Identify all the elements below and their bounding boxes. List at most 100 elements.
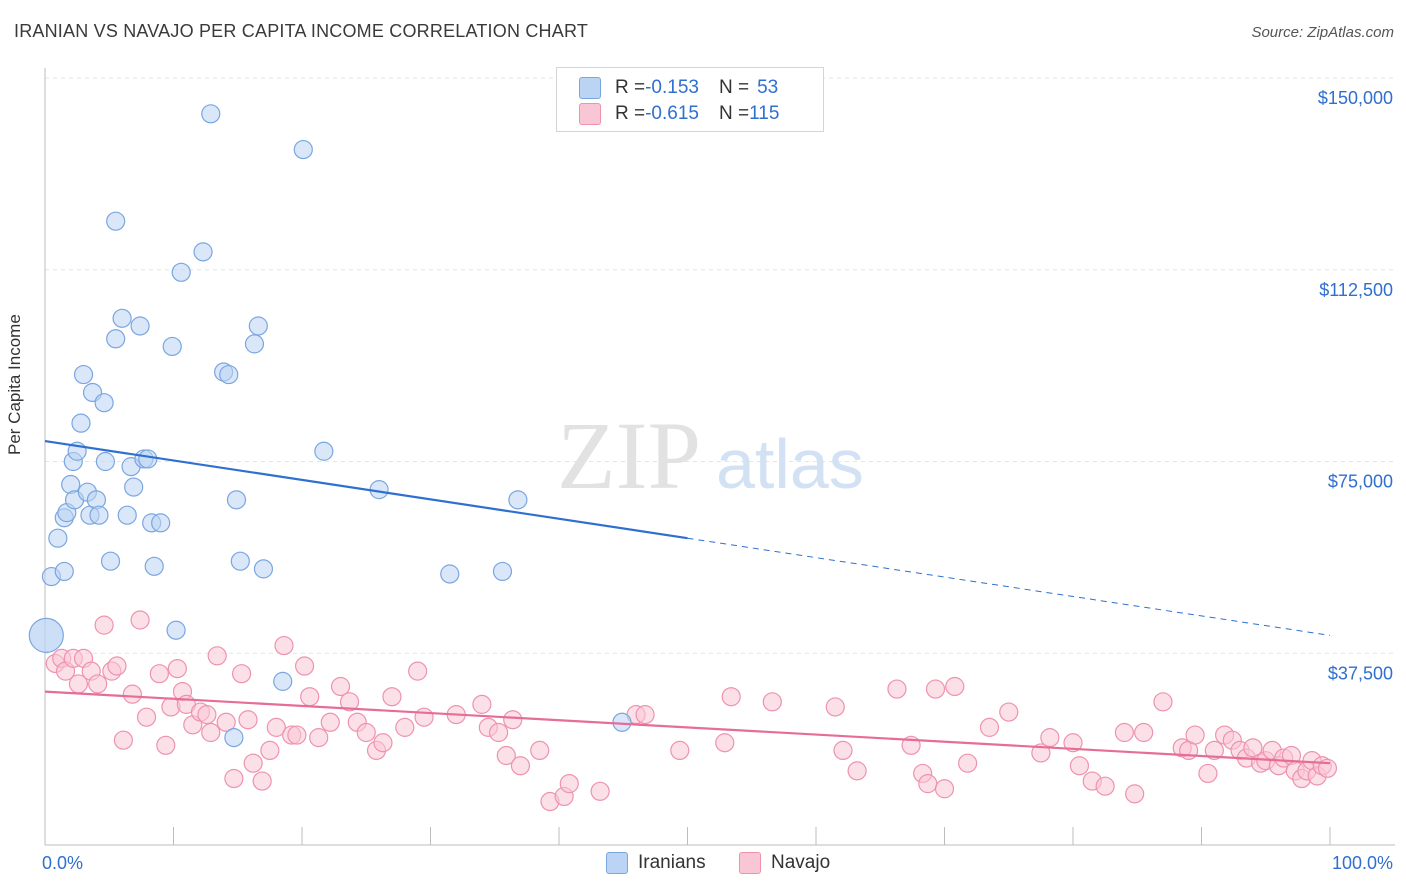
navajo-point <box>382 687 402 707</box>
navajo-point <box>1134 722 1154 743</box>
navajo-point <box>1204 740 1224 761</box>
iranian-point <box>144 556 164 576</box>
iranian-point <box>171 262 191 282</box>
iranian-point <box>492 561 513 582</box>
iranian-point <box>151 513 171 533</box>
navajo-point <box>1063 733 1083 753</box>
chart-title: IRANIAN VS NAVAJO PER CAPITA INCOME CORR… <box>14 21 589 41</box>
navajo-point <box>958 753 978 773</box>
navajo-point <box>503 710 523 730</box>
navajo-point <box>472 694 492 714</box>
iranian-point <box>508 490 528 510</box>
navajo-point <box>266 717 286 737</box>
navajo-point <box>945 676 965 697</box>
navajo-point <box>356 722 376 743</box>
iranians-trend-extension <box>687 537 1331 636</box>
iranian-point <box>293 139 313 160</box>
navajo-point <box>373 733 393 753</box>
iranian-point <box>117 505 137 525</box>
x-tick-label: 100.0% <box>1332 853 1393 873</box>
navajo-point <box>1114 722 1135 743</box>
navajo-point <box>635 705 655 725</box>
navajo-point <box>197 705 217 725</box>
navajo-point <box>224 768 244 789</box>
iranian-point <box>248 316 268 336</box>
navajo-point <box>925 679 946 699</box>
navajo-point <box>1125 784 1145 804</box>
series-legend: Iranians Navajo <box>0 852 1406 878</box>
navajo-point <box>999 702 1019 722</box>
navajo-point <box>330 676 351 697</box>
navajo-point <box>232 664 252 684</box>
iranian-point <box>314 441 334 461</box>
navajo-point <box>670 740 690 761</box>
iranian-point <box>219 364 239 385</box>
navajo-point <box>113 730 133 750</box>
tick-labels: $37,500 $75,000 $112,500 $150,000 0.0% 100.0% <box>42 88 1393 873</box>
navajo-point <box>1243 738 1263 758</box>
navajo-point <box>395 717 415 737</box>
axes <box>44 68 1395 846</box>
navajo-point <box>847 761 867 781</box>
n-label: N = <box>718 77 750 98</box>
navajo-point <box>590 781 610 801</box>
iranian-point <box>106 211 126 231</box>
iranians-swatch <box>579 77 601 99</box>
iranian-point <box>28 617 64 653</box>
navajo-point <box>238 710 258 730</box>
navajo-point <box>156 735 176 755</box>
iranian-point <box>193 242 213 262</box>
iranian-point <box>226 490 247 510</box>
iranian-point <box>89 505 109 525</box>
navajo-point <box>918 774 938 794</box>
legend-label-iranians: Iranians <box>638 852 706 873</box>
navajo-point <box>201 722 221 743</box>
navajo-point <box>300 687 320 707</box>
navajo-point <box>934 779 955 799</box>
y-tick-label: $150,000 <box>1318 88 1393 108</box>
navajo-point <box>1031 743 1051 763</box>
navajo-point <box>530 740 550 761</box>
correlation-legend: R = -0.153 N = 53 R = -0.615 N = 115 <box>556 67 824 132</box>
iranian-point <box>201 104 221 124</box>
navajo-point <box>320 712 340 732</box>
navajo-point <box>339 692 360 712</box>
navajo-swatch <box>579 103 601 125</box>
iranian-point <box>94 393 114 413</box>
navajo-point <box>721 687 741 707</box>
navajo-point <box>252 771 272 791</box>
legend-item-navajo[interactable]: Navajo <box>739 852 830 874</box>
watermark: ZIP atlas <box>557 402 864 509</box>
navajo-point <box>216 712 236 732</box>
iranian-point <box>95 451 115 472</box>
iranian-point <box>612 712 632 732</box>
navajo-swatch <box>739 852 761 874</box>
iranian-point <box>124 477 144 497</box>
navajo-point <box>243 753 263 773</box>
iranians-swatch <box>606 852 628 874</box>
navajo-points <box>45 610 1338 812</box>
navajo-point <box>94 615 114 635</box>
navajo-point <box>1153 692 1173 712</box>
legend-label-navajo: Navajo <box>771 852 831 873</box>
navajo-point <box>167 658 187 679</box>
watermark-atlas: atlas <box>716 425 864 503</box>
navajo-point <box>408 661 428 681</box>
n-value: 53 <box>757 77 779 98</box>
navajo-point <box>130 610 150 630</box>
iranian-point <box>166 620 186 640</box>
navajo-point <box>294 656 315 676</box>
navajo-point <box>149 664 169 684</box>
navajo-point <box>88 674 108 694</box>
navajo-point <box>762 692 782 712</box>
navajo-point <box>979 717 1000 737</box>
iranian-point <box>54 561 74 582</box>
n-label: N = <box>718 103 750 124</box>
x-tick-label: 0.0% <box>42 853 83 873</box>
iranian-point <box>253 559 274 579</box>
legend-item-iranians[interactable]: Iranians <box>606 852 706 874</box>
navajo-point <box>715 733 735 753</box>
y-tick-label: $75,000 <box>1328 472 1393 492</box>
r-label: R = <box>615 103 646 124</box>
